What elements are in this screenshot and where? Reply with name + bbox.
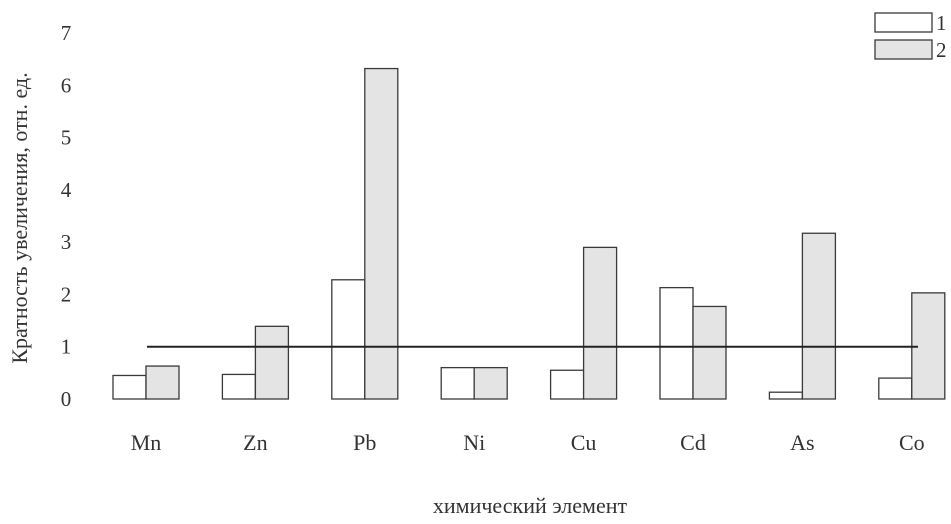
bar-series-2-Zn: [254, 325, 290, 400]
bar-series-1-Zn: [221, 373, 257, 400]
bar-series-1-Pb: [331, 279, 366, 400]
y-axis-ticks: 0 1 2 3 4 5 6 7: [61, 21, 72, 411]
y-tick-label: 1: [61, 335, 72, 359]
y-tick-label: 0: [61, 387, 72, 411]
x-tick-label: Ni: [463, 430, 485, 455]
bars: [112, 67, 946, 400]
x-tick-label: Cu: [571, 430, 597, 455]
bar-series-1-Cu: [549, 369, 585, 400]
y-tick-label: 2: [61, 282, 72, 306]
x-tick-label: Co: [899, 430, 925, 455]
bar-series-1-Mn: [112, 374, 147, 400]
x-tick-label: Pb: [353, 430, 376, 455]
legend-label-2: 2: [936, 38, 947, 62]
legend-label-1: 1: [936, 11, 947, 35]
x-axis-categories: Mn Zn Pb Ni Cu Cd As Co: [131, 430, 925, 455]
bar-series-2-Cd: [692, 305, 727, 400]
bar-series-1-Co: [878, 377, 913, 400]
y-tick-label: 4: [61, 178, 72, 202]
x-tick-label: As: [790, 430, 814, 455]
y-tick-label: 5: [61, 126, 72, 150]
y-tick-label: 6: [61, 73, 72, 97]
bar-series-2-Mn: [145, 365, 180, 400]
y-tick-label: 3: [61, 230, 72, 254]
legend-swatch-2: [874, 39, 933, 60]
bar-series-2-Ni: [473, 366, 508, 400]
y-axis-title: Кратность увеличения, отн. ед.: [7, 72, 32, 363]
x-tick-label: Cd: [680, 430, 706, 455]
y-tick-label: 7: [61, 21, 72, 45]
x-tick-label: Mn: [131, 430, 162, 455]
bar-series-1-As: [768, 391, 804, 400]
legend-swatch-1: [874, 12, 933, 33]
bar-series-2-Cu: [582, 246, 618, 400]
bar-series-2-As: [801, 232, 837, 400]
legend: 12: [874, 11, 947, 62]
bar-series-2-Pb: [364, 67, 399, 400]
bar-series-1-Cd: [659, 286, 694, 400]
x-tick-label: Zn: [243, 430, 267, 455]
x-axis-title: химический элемент: [433, 493, 628, 518]
bar-series-1-Ni: [440, 366, 475, 400]
